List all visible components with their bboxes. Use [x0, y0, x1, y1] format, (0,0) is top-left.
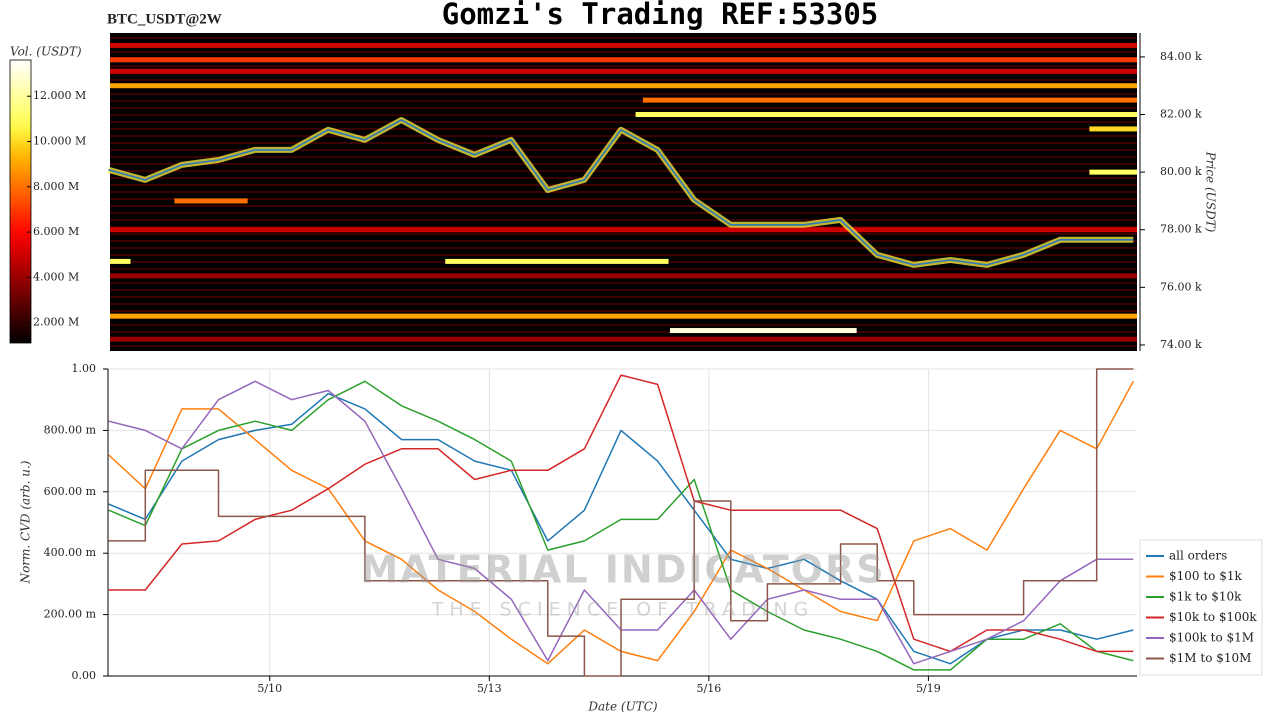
price-line	[108, 119, 1134, 266]
y-tick-label: 800.00 m	[44, 423, 97, 436]
x-tick-label: 5/13	[477, 682, 502, 695]
legend-label: $100k to $1M	[1169, 631, 1254, 645]
order-level	[635, 112, 1137, 118]
series-line	[108, 374, 1134, 653]
y-tick-label: 76.00 k	[1160, 280, 1202, 293]
legend-label: $1M to $10M	[1169, 651, 1251, 665]
order-level	[110, 227, 1137, 233]
y-tick-label: 78.00 k	[1160, 223, 1202, 236]
order-level	[445, 258, 669, 264]
series-line	[108, 380, 1134, 671]
order-level	[110, 273, 1137, 279]
colorbar-tick-label: 10.000 M	[33, 135, 86, 148]
x-tick-label: 5/16	[697, 682, 722, 695]
order-level	[1089, 169, 1137, 175]
y-axis-label: Price (USDT)	[1204, 151, 1218, 233]
x-tick-label: 5/10	[257, 682, 282, 695]
legend-label: all orders	[1169, 549, 1227, 563]
order-level	[669, 328, 857, 334]
order-level	[110, 313, 1137, 319]
order-level	[110, 42, 1137, 48]
colorbar-tick-label: 4.000 M	[33, 270, 79, 283]
order-level	[110, 83, 1137, 89]
x-tick-label: 5/19	[916, 682, 941, 695]
colorbar-tick-label: 6.000 M	[33, 225, 79, 238]
chart-title: Gomzi's Trading REF:53305	[442, 0, 879, 31]
x-axis-label: Date (UTC)	[587, 700, 657, 714]
series-line	[108, 368, 1134, 677]
order-level	[110, 336, 1137, 342]
order-level	[1089, 126, 1137, 132]
watermark-subtitle: THE SCIENCE OF TRADING	[431, 599, 815, 621]
legend: all orders $100 to $1k $1k to $10k $10k to …	[1139, 539, 1263, 676]
y-tick-label: 84.00 k	[1160, 50, 1202, 63]
colorbar-tick-label: 12.000 M	[33, 89, 86, 102]
order-level	[110, 68, 1137, 74]
y-tick-label: 80.00 k	[1160, 165, 1202, 178]
colorbar-tick-label: 8.000 M	[33, 180, 79, 193]
legend-label: $10k to $100k	[1169, 610, 1257, 624]
heatmap-background	[110, 33, 1137, 351]
order-level	[110, 57, 1137, 63]
colorbar	[9, 59, 32, 344]
colorbar-tick-label: 2.000 M	[33, 316, 79, 329]
y-tick-label: 1.00	[72, 362, 97, 375]
order-level	[174, 198, 248, 204]
y-tick-label: 74.00 k	[1160, 338, 1202, 351]
y-tick-label: 0.00	[72, 669, 97, 682]
colorbar-label: Vol. (USDT)	[10, 45, 82, 59]
y-tick-label: 82.00 k	[1160, 108, 1202, 121]
order-level	[642, 97, 1137, 103]
series-line	[108, 392, 1134, 665]
y-tick-label: 600.00 m	[44, 485, 97, 498]
order-level	[110, 258, 131, 264]
chart-subtitle: BTC_USDT@2W	[107, 11, 222, 27]
y-tick-label: 400.00 m	[44, 546, 97, 559]
legend-label: $1k to $10k	[1169, 590, 1242, 604]
y-axis-label: Norm. CVD (arb. u.)	[19, 460, 33, 584]
y-tick-label: 200.00 m	[44, 608, 97, 621]
watermark: MATERIAL INDICATORS	[360, 548, 885, 592]
legend-box	[1139, 539, 1263, 676]
legend-label: $100 to $1k	[1169, 569, 1242, 583]
